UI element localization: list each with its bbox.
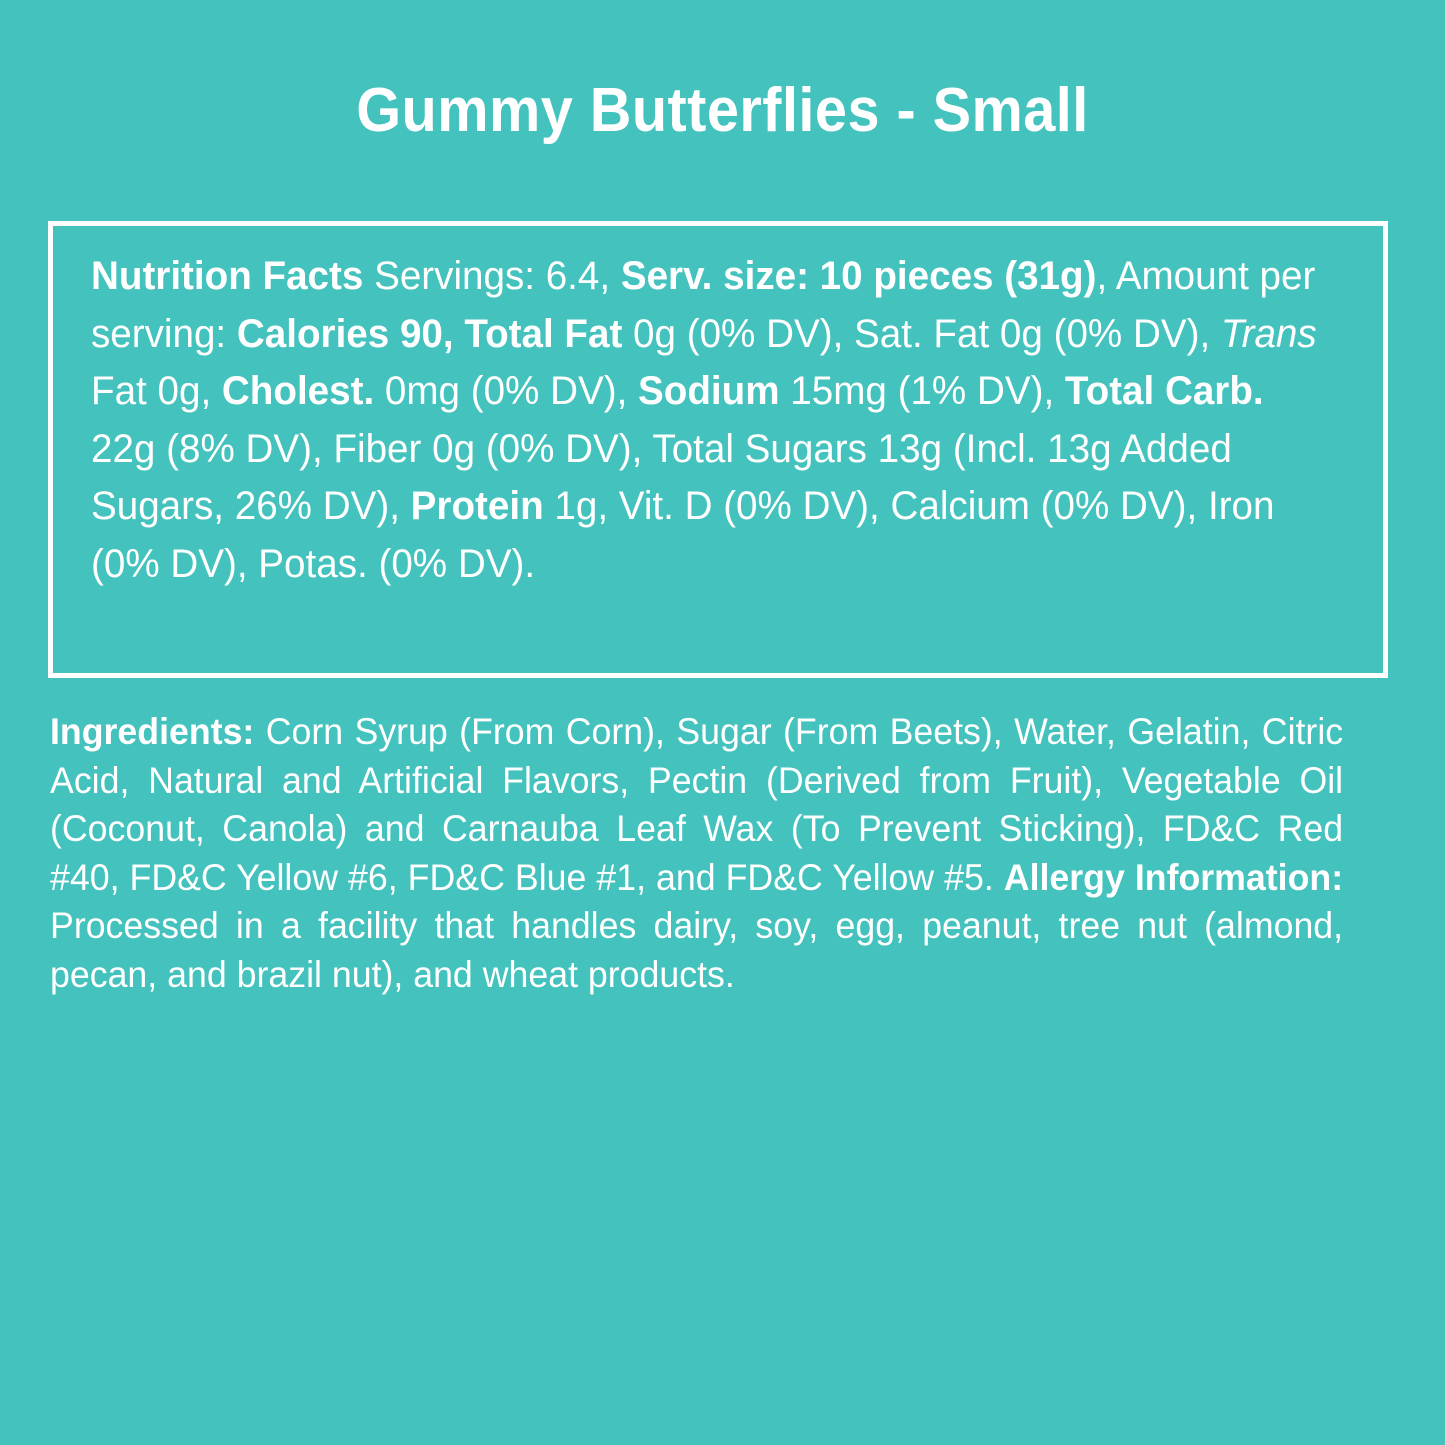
sep-7: ,	[631, 426, 653, 471]
nutrition-facts-heading: Nutrition Facts	[91, 254, 364, 298]
cholesterol-label: Cholest.	[221, 369, 375, 413]
page-title: Gummy Butterflies - Small	[356, 76, 1089, 145]
calories-value: Calories 90,	[236, 311, 454, 356]
calcium-label: Calcium	[890, 484, 1030, 528]
sep-1: ,	[832, 311, 855, 356]
allergy-label: Allergy Information:	[1003, 856, 1344, 898]
fiber-label: Fiber	[333, 426, 422, 471]
potassium-value: (0% DV)	[378, 541, 525, 586]
servings-value: Servings: 6.4,	[374, 254, 611, 298]
iron-label: Iron	[1207, 484, 1275, 528]
sodium-value: 15mg (1% DV)	[790, 369, 1044, 413]
sep-3: ,	[200, 369, 222, 413]
trans-fat-value: 0g	[157, 369, 201, 413]
total-carb-value: 22g (8% DV)	[91, 426, 312, 471]
total-sugars-value: 13g (Incl. 13g Added Sugars, 26% DV)	[91, 426, 1232, 529]
total-fat-label: Total Fat	[464, 311, 623, 356]
sep-8: ,	[389, 484, 411, 528]
sep-6: ,	[311, 426, 334, 471]
allergy-body: Processed in a facility that handles dai…	[50, 905, 1344, 995]
sat-fat-value: 0g (0% DV)	[999, 311, 1200, 356]
total-carb-label: Total Carb.	[1064, 369, 1264, 413]
vitamin-d-label: Vit. D	[618, 484, 713, 528]
fiber-value: 0g (0% DV)	[432, 426, 632, 471]
iron-value: (0% DV)	[91, 541, 237, 586]
cholesterol-value: 0mg (0% DV)	[384, 369, 617, 413]
trans-italic: Trans	[1220, 311, 1317, 356]
nutrition-facts-text: Nutrition Facts Servings: 6.4, Serv. siz…	[91, 248, 1322, 593]
sep-end: .	[524, 541, 536, 586]
calcium-value: (0% DV)	[1040, 484, 1187, 528]
sat-fat-label: Sat. Fat	[854, 311, 990, 356]
total-sugars-label: Total Sugars	[652, 426, 867, 471]
serving-size-label: Serv. size: 10 pieces (31g)	[620, 254, 1097, 298]
separator-comma: ,	[1096, 254, 1116, 298]
sep-5: ,	[1043, 369, 1065, 413]
sep-2: ,	[1199, 311, 1221, 356]
sep-4: ,	[616, 369, 639, 413]
servings-text	[363, 254, 374, 298]
sep-11: ,	[1186, 484, 1208, 528]
sep-9: ,	[597, 484, 619, 528]
ingredients-body: Corn Syrup (From Corn), Sugar (From Beet…	[50, 711, 1344, 898]
potassium-label: Potas.	[258, 541, 368, 586]
sep-12: ,	[236, 541, 259, 586]
vitamin-d-value: (0% DV)	[723, 484, 870, 528]
ingredients-label: Ingredients:	[50, 711, 255, 752]
ingredients-paragraph: Ingredients: Corn Syrup (From Corn), Sug…	[50, 708, 1343, 999]
sodium-label: Sodium	[638, 369, 780, 413]
ingredients-and-allergy-block: Ingredients: Corn Syrup (From Corn), Sug…	[50, 708, 1343, 999]
amount-per-serving-label: Amount per serving:	[91, 254, 1316, 356]
sep-10: ,	[869, 484, 891, 528]
nutrition-facts-box: Nutrition Facts Servings: 6.4, Serv. siz…	[48, 221, 1388, 678]
protein-label: Protein	[410, 484, 544, 528]
trans-fat-label: Fat	[91, 369, 147, 413]
total-fat-value: 0g (0% DV)	[633, 311, 833, 356]
protein-value: 1g	[554, 484, 598, 528]
